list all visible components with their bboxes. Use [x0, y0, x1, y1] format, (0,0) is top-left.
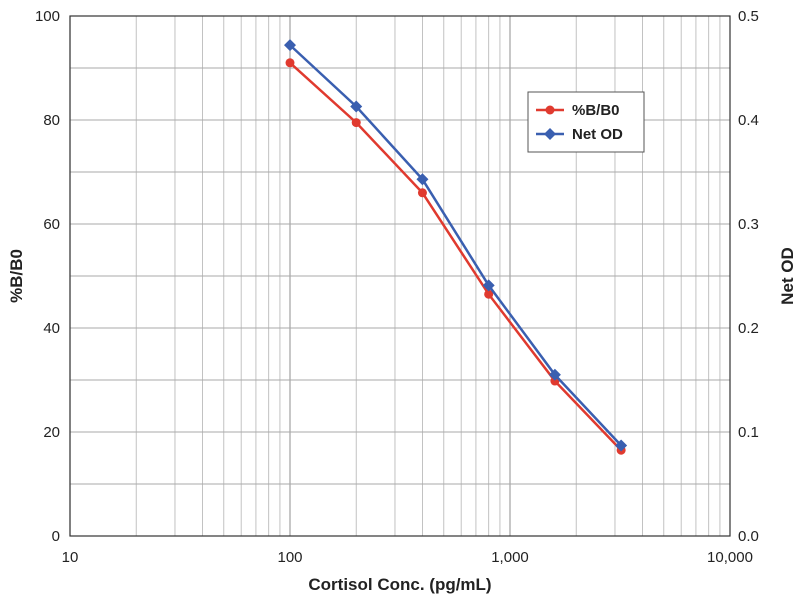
series-line-b-b0: [289, 61, 623, 452]
x-axis-title: Cortisol Conc. (pg/mL): [308, 575, 491, 594]
data-point-b-b0: [484, 289, 494, 299]
y-tick-label: 80: [43, 112, 60, 129]
data-point-net-od: [284, 39, 296, 52]
y-tick-label: 40: [43, 320, 60, 337]
data-point-b-b0: [417, 188, 427, 198]
y-tick-label: 100: [35, 8, 60, 25]
x-tick-label: 1,000: [491, 549, 529, 566]
y2-tick-label: 0.0: [738, 528, 759, 545]
data-point-b-b0: [285, 58, 295, 68]
y-tick-label: 60: [43, 216, 60, 233]
data-point-net-od: [416, 173, 429, 186]
legend-marker-b-b0: [545, 105, 555, 115]
tick-labels: 10 100 1,000 10,000 0 20 40 60 80 100 0.0 0.1 0.2 0.3…: [35, 8, 759, 566]
x-tick-label: 10,000: [707, 549, 753, 566]
legend-label-net-od: Net OD: [572, 126, 623, 143]
legend-box: [527, 91, 645, 153]
x-tick-label: 10: [62, 549, 79, 566]
data-point-net-od: [350, 100, 363, 113]
legend: %B/B0 Net OD: [527, 91, 645, 153]
data-point-net-od: [482, 279, 495, 292]
y2-tick-label: 0.2: [738, 320, 759, 337]
y-axis-title: %B/B0: [7, 249, 26, 303]
y2-axis-title: Net OD: [778, 247, 797, 305]
y-tick-label: 0: [52, 528, 60, 545]
y2-tick-label: 0.3: [738, 216, 759, 233]
x-tick-label: 100: [277, 549, 302, 566]
series-layer: [284, 39, 628, 455]
y-tick-label: 20: [43, 424, 60, 441]
series-line-net-od: [289, 44, 623, 447]
legend-marker-net-od: [544, 128, 556, 140]
y2-tick-label: 0.4: [738, 112, 759, 129]
data-point-net-od: [615, 439, 628, 452]
data-point-b-b0: [351, 118, 361, 128]
data-point-net-od: [548, 368, 561, 381]
plot-frame: [69, 15, 731, 537]
y2-tick-label: 0.1: [738, 424, 759, 441]
y2-tick-label: 0.5: [738, 8, 759, 25]
legend-label-b-b0: %B/B0: [572, 102, 620, 119]
